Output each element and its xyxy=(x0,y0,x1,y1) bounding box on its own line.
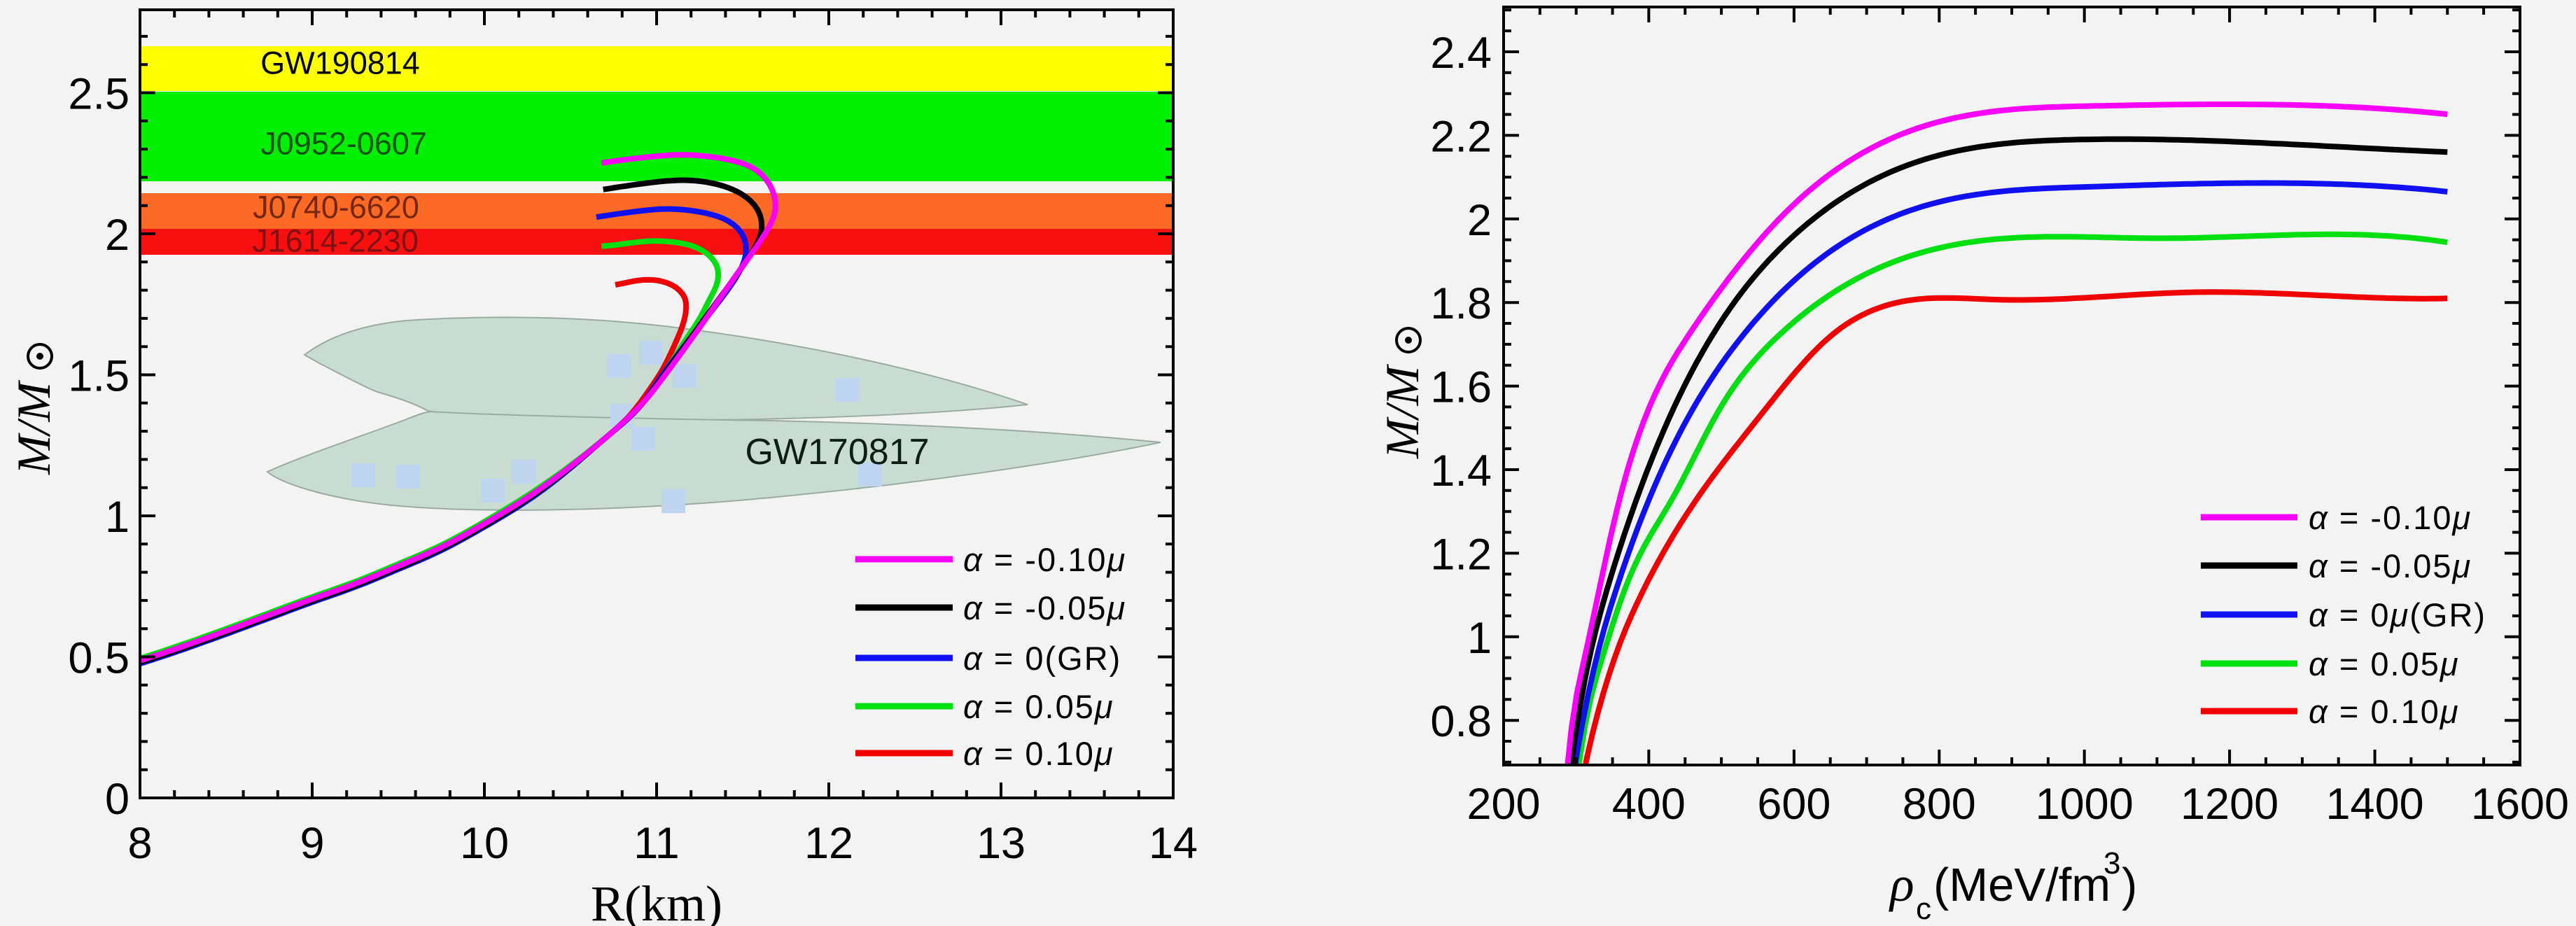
svg-text:1600: 1600 xyxy=(2471,780,2569,829)
svg-text:2.2: 2.2 xyxy=(1430,112,1492,161)
svg-text:2.4: 2.4 xyxy=(1430,29,1492,78)
svg-text:GW170817: GW170817 xyxy=(745,432,929,472)
svg-text:9: 9 xyxy=(300,819,324,868)
svg-text:M/M: M/M xyxy=(7,379,60,475)
svg-text:11: 11 xyxy=(634,819,679,868)
svg-text:α = 0(GR): α = 0(GR) xyxy=(963,640,1121,677)
svg-text:1200: 1200 xyxy=(2180,780,2278,829)
svg-text:ρ: ρ xyxy=(1889,856,1914,912)
svg-text:R(km): R(km) xyxy=(591,876,722,926)
svg-text:1400: 1400 xyxy=(2326,780,2424,829)
svg-text:): ) xyxy=(2122,859,2137,911)
svg-text:800: 800 xyxy=(1903,780,1976,829)
svg-text:α = -0.10μ: α = -0.10μ xyxy=(963,541,1126,578)
svg-text:1: 1 xyxy=(1467,614,1492,663)
svg-text:α = 0.05μ: α = 0.05μ xyxy=(2309,645,2460,682)
svg-text:400: 400 xyxy=(1612,780,1686,829)
svg-text:α = 0.10μ: α = 0.10μ xyxy=(963,735,1114,772)
svg-text:2: 2 xyxy=(1467,196,1492,245)
svg-text:1: 1 xyxy=(105,493,130,542)
svg-text:1000: 1000 xyxy=(2036,780,2134,829)
svg-text:2: 2 xyxy=(105,211,130,260)
svg-text:1.8: 1.8 xyxy=(1430,279,1492,328)
svg-text:0.5: 0.5 xyxy=(68,634,130,683)
svg-text:c: c xyxy=(1916,892,1931,926)
svg-text:GW190814: GW190814 xyxy=(260,45,420,81)
svg-text:(MeV/fm: (MeV/fm xyxy=(1933,859,2110,911)
svg-text:3: 3 xyxy=(2104,846,2120,881)
svg-text:14: 14 xyxy=(1149,819,1198,868)
svg-text:α = 0.05μ: α = 0.05μ xyxy=(963,688,1114,725)
svg-text:1.5: 1.5 xyxy=(68,352,130,401)
svg-text:8: 8 xyxy=(127,819,152,868)
svg-text:1.4: 1.4 xyxy=(1430,447,1492,496)
svg-text:13: 13 xyxy=(976,819,1026,868)
svg-text:α = 0.10μ: α = 0.10μ xyxy=(2309,693,2460,730)
svg-text:200: 200 xyxy=(1466,780,1540,829)
svg-text:J0952-0607: J0952-0607 xyxy=(260,126,427,162)
svg-text:1.2: 1.2 xyxy=(1430,530,1492,579)
svg-text:α = -0.05μ: α = -0.05μ xyxy=(963,589,1126,626)
svg-text:α = 0μ(GR): α = 0μ(GR) xyxy=(2309,596,2486,633)
svg-text:0.8: 0.8 xyxy=(1430,697,1492,746)
svg-text:600: 600 xyxy=(1757,780,1830,829)
svg-text:0: 0 xyxy=(105,775,130,824)
svg-text:J1614-2230: J1614-2230 xyxy=(252,223,419,259)
svg-text:12: 12 xyxy=(804,819,853,868)
svg-text:1.6: 1.6 xyxy=(1430,363,1492,412)
svg-text:α = -0.05μ: α = -0.05μ xyxy=(2309,547,2472,584)
svg-text:J0740-6620: J0740-6620 xyxy=(253,190,419,225)
svg-text:α = -0.10μ: α = -0.10μ xyxy=(2309,499,2472,536)
svg-text:2.5: 2.5 xyxy=(68,70,130,119)
svg-text:M/M: M/M xyxy=(1376,363,1429,459)
svg-text:10: 10 xyxy=(460,819,509,868)
